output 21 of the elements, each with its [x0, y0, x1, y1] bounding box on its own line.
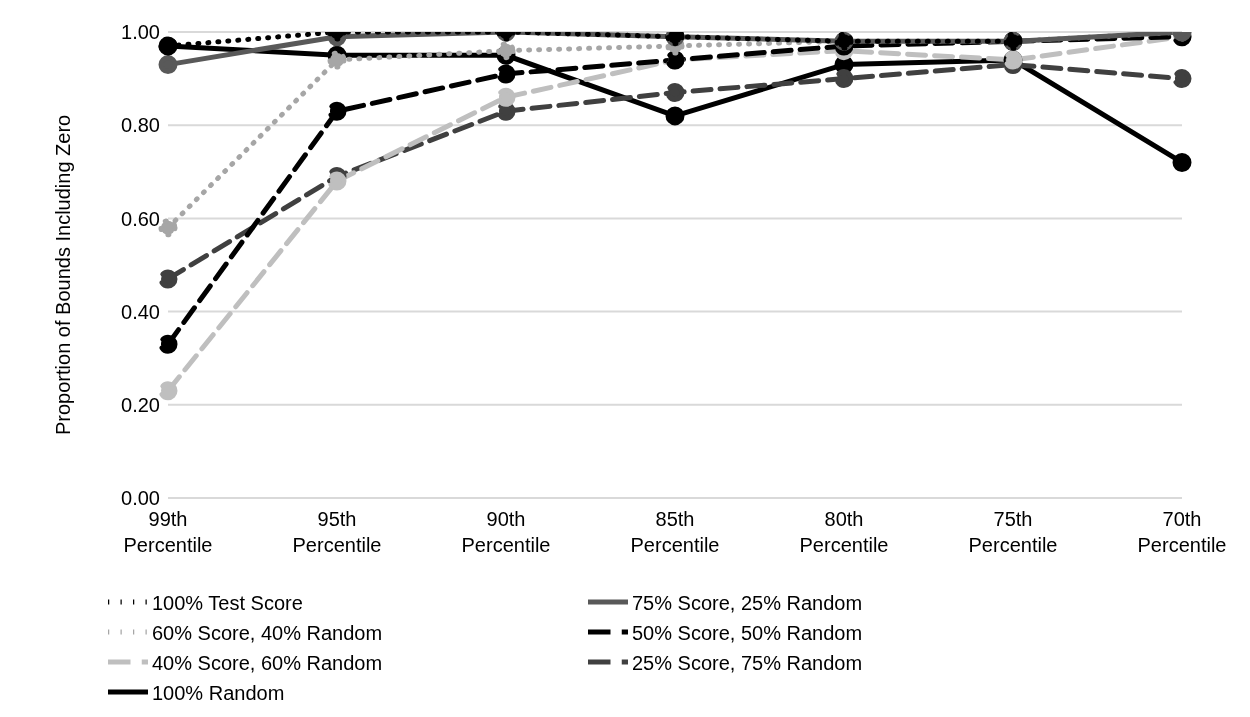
x-tick-label: 80th Percentile — [799, 508, 889, 556]
x-tick-label: 85th Percentile — [630, 508, 720, 556]
x-tick-label: 95th Percentile — [292, 508, 382, 556]
y-tick-label: 0.00 — [121, 487, 160, 510]
x-tick-label: 75th Percentile — [968, 508, 1058, 556]
legend-label: 100% Random — [152, 682, 285, 705]
x-tick-label: 70th Percentile — [1137, 508, 1227, 556]
legend-label: 60% Score, 40% Random — [152, 622, 383, 645]
legend-label: 25% Score, 75% Random — [632, 652, 863, 675]
y-tick-label: 0.60 — [121, 207, 160, 230]
legend-label: 50% Score, 50% Random — [632, 622, 863, 645]
y-axis-title: Proportion of Bounds Including Zero — [52, 114, 75, 435]
x-tick-label: 99th Percentile — [123, 508, 213, 556]
y-tick-label: 1.00 — [121, 21, 160, 44]
x-tick-label: 90th Percentile — [461, 508, 551, 556]
y-tick-label: 0.80 — [121, 114, 160, 137]
legend-label: 40% Score, 60% Random — [152, 652, 383, 675]
y-tick-label: 0.20 — [121, 393, 160, 416]
legend-label: 100% Test Score — [152, 592, 303, 615]
legend-label: 75% Score, 25% Random — [632, 592, 863, 615]
y-tick-label: 0.40 — [121, 300, 160, 323]
